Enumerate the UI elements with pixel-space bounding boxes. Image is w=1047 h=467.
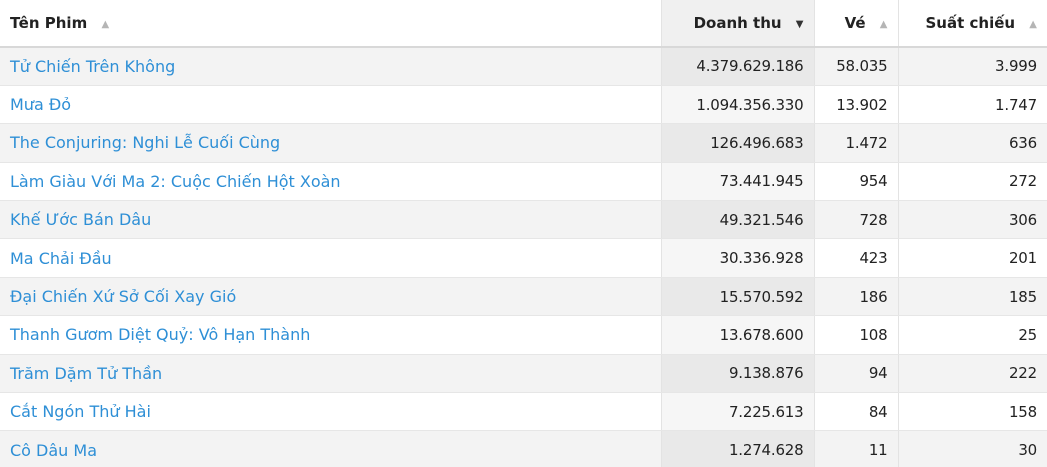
title-cell: The Conjuring: Nghi Lễ Cuối Cùng: [0, 123, 661, 163]
tickets-cell: 11: [813, 430, 898, 467]
table-row: The Conjuring: Nghi Lễ Cuối Cùng 126.496…: [0, 123, 1047, 163]
movie-title-link[interactable]: Làm Giàu Với Ma 2: Cuộc Chiến Hột Xoàn: [10, 171, 341, 191]
movie-title-link[interactable]: The Conjuring: Nghi Lễ Cuối Cùng: [10, 133, 281, 153]
table-row: Ma Chải Đầu 30.336.928 423 201: [0, 238, 1047, 278]
movie-title-link[interactable]: Trăm Dặm Tử Thần: [10, 363, 163, 383]
tickets-cell: 13.902: [813, 85, 898, 125]
revenue-cell: 126.496.683: [660, 123, 814, 163]
revenue-cell: 1.094.356.330: [660, 85, 814, 125]
column-header-revenue[interactable]: Doanh thu ▼: [660, 0, 814, 48]
title-cell: Tử Chiến Trên Không: [0, 47, 661, 86]
column-header-title-label: Tên Phim: [10, 14, 88, 32]
revenue-cell: 30.336.928: [660, 238, 814, 278]
movie-title-link[interactable]: Khế Ước Bán Dâu: [10, 210, 152, 230]
sort-descending-icon: ▼: [795, 19, 804, 30]
showings-cell: 222: [897, 354, 1047, 394]
column-header-tickets[interactable]: Vé ▲: [813, 0, 898, 48]
tickets-cell: 954: [813, 162, 898, 202]
movie-title-link[interactable]: Cô Dâu Ma: [10, 440, 98, 460]
showings-cell: 1.747: [897, 85, 1047, 125]
column-header-revenue-label: Doanh thu: [693, 14, 782, 32]
movie-title-link[interactable]: Đại Chiến Xứ Sở Cối Xay Gió: [10, 287, 237, 307]
title-cell: Trăm Dặm Tử Thần: [0, 354, 661, 394]
column-header-title[interactable]: Tên Phim ▲: [0, 0, 661, 48]
table-row: Khế Ước Bán Dâu 49.321.546 728 306: [0, 200, 1047, 240]
table-header: Tên Phim ▲ Doanh thu ▼ Vé ▲ Suất chiếu ▲: [0, 0, 1047, 48]
table-row: Làm Giàu Với Ma 2: Cuộc Chiến Hột Xoàn 7…: [0, 162, 1047, 202]
tickets-cell: 84: [813, 392, 898, 432]
column-header-showings[interactable]: Suất chiếu ▲: [897, 0, 1047, 48]
table-row: Tử Chiến Trên Không 4.379.629.186 58.035…: [0, 47, 1047, 86]
table-body: Tử Chiến Trên Không 4.379.629.186 58.035…: [0, 47, 1047, 467]
sort-ascending-icon: ▲: [101, 19, 110, 30]
tickets-cell: 1.472: [813, 123, 898, 163]
table-row: Cô Dâu Ma 1.274.628 11 30: [0, 430, 1047, 467]
column-header-tickets-label: Vé: [844, 14, 866, 32]
movie-title-link[interactable]: Cắt Ngón Thử Hài: [10, 402, 151, 422]
revenue-cell: 73.441.945: [660, 162, 814, 202]
sort-ascending-icon: ▲: [879, 19, 888, 30]
tickets-cell: 94: [813, 354, 898, 394]
title-cell: Thanh Gươm Diệt Quỷ: Vô Hạn Thành: [0, 315, 661, 355]
movie-title-link[interactable]: Mưa Đỏ: [10, 95, 72, 115]
sort-ascending-icon: ▲: [1029, 19, 1037, 30]
showings-cell: 272: [897, 162, 1047, 202]
tickets-cell: 108: [813, 315, 898, 355]
tickets-cell: 186: [813, 277, 898, 317]
title-cell: Khế Ước Bán Dâu: [0, 200, 661, 240]
tickets-cell: 423: [813, 238, 898, 278]
header-row: Tên Phim ▲ Doanh thu ▼ Vé ▲ Suất chiếu ▲: [0, 0, 1047, 48]
column-header-showings-label: Suất chiếu: [925, 14, 1016, 32]
movie-title-link[interactable]: Ma Chải Đầu: [10, 248, 112, 268]
table-row: Trăm Dặm Tử Thần 9.138.876 94 222: [0, 354, 1047, 394]
title-cell: Làm Giàu Với Ma 2: Cuộc Chiến Hột Xoàn: [0, 162, 661, 202]
tickets-cell: 728: [813, 200, 898, 240]
showings-cell: 30: [897, 430, 1047, 467]
showings-cell: 636: [897, 123, 1047, 163]
showings-cell: 185: [897, 277, 1047, 317]
revenue-cell: 4.379.629.186: [660, 47, 814, 86]
showings-cell: 201: [897, 238, 1047, 278]
showings-cell: 3.999: [897, 47, 1047, 86]
movie-title-link[interactable]: Thanh Gươm Diệt Quỷ: Vô Hạn Thành: [10, 325, 311, 345]
revenue-cell: 9.138.876: [660, 354, 814, 394]
table-row: Thanh Gươm Diệt Quỷ: Vô Hạn Thành 13.678…: [0, 315, 1047, 355]
title-cell: Cô Dâu Ma: [0, 430, 661, 467]
revenue-cell: 7.225.613: [660, 392, 814, 432]
table-row: Đại Chiến Xứ Sở Cối Xay Gió 15.570.592 1…: [0, 277, 1047, 317]
revenue-cell: 13.678.600: [660, 315, 814, 355]
showings-cell: 25: [897, 315, 1047, 355]
revenue-cell: 15.570.592: [660, 277, 814, 317]
tickets-cell: 58.035: [813, 47, 898, 86]
revenue-cell: 1.274.628: [660, 430, 814, 467]
title-cell: Đại Chiến Xứ Sở Cối Xay Gió: [0, 277, 661, 317]
showings-cell: 158: [897, 392, 1047, 432]
table-row: Cắt Ngón Thử Hài 7.225.613 84 158: [0, 392, 1047, 432]
title-cell: Cắt Ngón Thử Hài: [0, 392, 661, 432]
title-cell: Ma Chải Đầu: [0, 238, 661, 278]
revenue-cell: 49.321.546: [660, 200, 814, 240]
table-row: Mưa Đỏ 1.094.356.330 13.902 1.747: [0, 85, 1047, 125]
title-cell: Mưa Đỏ: [0, 85, 661, 125]
movie-title-link[interactable]: Tử Chiến Trên Không: [10, 56, 176, 76]
showings-cell: 306: [897, 200, 1047, 240]
